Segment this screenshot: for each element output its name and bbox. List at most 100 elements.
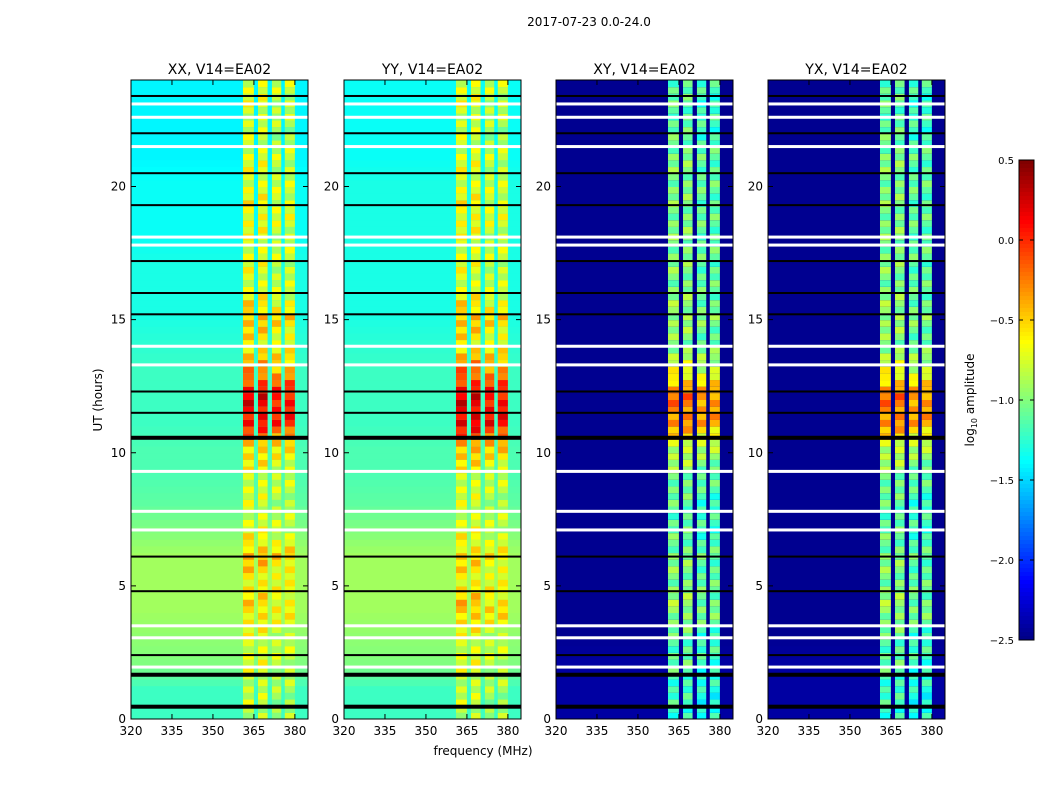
rfi-band-cell: [895, 426, 905, 434]
rfi-band-cell: [683, 352, 693, 361]
heatmap-row: [131, 346, 308, 354]
rfi-band-cell: [709, 419, 720, 427]
rfi-band-cell: [683, 559, 693, 567]
heatmap-row: [344, 679, 521, 687]
heatmap-row: [344, 692, 521, 700]
rfi-band-cell: [497, 352, 508, 361]
rfi-band-cell: [908, 166, 919, 174]
rfi-band-cell: [879, 366, 891, 374]
heatmap-row: [768, 286, 945, 294]
rfi-band-cell: [258, 639, 268, 647]
rfi-band-cell: [709, 279, 720, 287]
x-axis-label: frequency (MHz): [433, 744, 532, 758]
heatmap-row: [768, 559, 945, 567]
rfi-band-cell: [683, 133, 693, 141]
rfi-band-cell: [696, 639, 707, 647]
colorbar-segment: [1019, 488, 1034, 493]
heatmap-row: [556, 273, 733, 281]
rfi-band-cell: [709, 266, 720, 274]
rfi-band-cell: [895, 166, 905, 174]
rfi-band-cell: [683, 213, 693, 221]
heatmap-row: [768, 253, 945, 261]
rfi-band-cell: [484, 386, 495, 394]
rfi-band-cell: [455, 352, 467, 361]
rfi-band-cell: [908, 579, 919, 587]
heatmap-row: [556, 179, 733, 187]
rfi-band-cell: [271, 352, 282, 361]
rfi-band-cell: [271, 312, 282, 321]
heatmap-row: [768, 679, 945, 687]
rfi-band-cell: [242, 166, 254, 174]
colorbar: 0.50.0−0.5−1.0−1.5−2.0−2.5: [990, 156, 1035, 647]
colorbar-tick-label: −1.0: [990, 396, 1014, 407]
rfi-band-cell: [667, 339, 679, 347]
heatmap-row: [556, 366, 733, 374]
heatmap-row: [768, 625, 945, 633]
heatmap-row: [768, 166, 945, 174]
flag-white-line: [556, 363, 733, 367]
rfi-band-cell: [284, 712, 295, 720]
rfi-band-cell: [683, 699, 693, 707]
heatmap-row: [344, 559, 521, 567]
heatmap-row: [131, 486, 308, 494]
colorbar-segment: [1019, 480, 1034, 485]
rfi-band-cell: [258, 273, 268, 281]
rfi-band-cell: [908, 572, 919, 580]
rfi-band-cell: [455, 326, 467, 334]
rfi-band-cell: [921, 699, 932, 707]
rfi-band-cell: [471, 126, 481, 134]
rfi-band-cell: [879, 219, 891, 227]
rfi-band-cell: [258, 206, 268, 214]
rfi-band-cell: [709, 213, 720, 221]
rfi-band-cell: [921, 565, 932, 574]
rfi-band-cell: [895, 599, 905, 607]
heatmap-row: [344, 326, 521, 334]
rfi-band-cell: [284, 359, 295, 367]
heatmap-row: [131, 619, 308, 627]
rfi-band-cell: [258, 179, 268, 187]
colorbar-segment: [1019, 288, 1034, 293]
rfi-band-cell: [484, 712, 495, 720]
rfi-band-cell: [667, 366, 679, 374]
rfi-band-cell: [497, 446, 508, 454]
flag-black-line: [556, 672, 733, 677]
colorbar-segment: [1019, 268, 1034, 273]
rfi-band-cell: [471, 639, 481, 647]
heatmap-row: [344, 419, 521, 427]
rfi-band-cell: [471, 186, 481, 194]
rfi-band-cell: [667, 705, 679, 713]
rfi-band-cell: [709, 452, 720, 460]
rfi-band-cell: [683, 572, 693, 580]
rfi-band-cell: [879, 579, 891, 587]
rfi-band-cell: [497, 346, 508, 354]
rfi-band-cell: [683, 392, 693, 400]
rfi-band-cell: [921, 466, 932, 474]
heatmap-row: [344, 605, 521, 613]
heatmap-row: [556, 545, 733, 554]
rfi-band-cell: [258, 366, 268, 374]
panel-frame: [130, 79, 309, 720]
rfi-band-cell: [667, 139, 679, 148]
rfi-band-cell: [471, 692, 481, 700]
rfi-band-cell: [895, 293, 905, 301]
rfi-band-cell: [667, 459, 679, 467]
rfi-band-cell: [455, 339, 467, 347]
rfi-band-cell: [908, 519, 919, 527]
rfi-band-cell: [667, 219, 679, 227]
heatmap-row: [556, 86, 733, 94]
rfi-band-cell: [667, 645, 679, 653]
rfi-band-cell: [271, 439, 282, 447]
rfi-band-cell: [242, 279, 254, 287]
rfi-band-cell: [284, 332, 295, 341]
rfi-band-cell: [271, 699, 282, 707]
rfi-band-cell: [471, 219, 481, 227]
rfi-band-cell: [271, 199, 282, 207]
heatmap-row: [344, 472, 521, 480]
heatmap-row: [131, 366, 308, 374]
rfi-band-cell: [908, 312, 919, 321]
heatmap-row: [131, 712, 308, 720]
rfi-band-cell: [879, 166, 891, 174]
colorbar-segment: [1019, 416, 1034, 421]
rfi-band-cell: [258, 319, 268, 327]
rfi-band-cell: [497, 565, 508, 574]
